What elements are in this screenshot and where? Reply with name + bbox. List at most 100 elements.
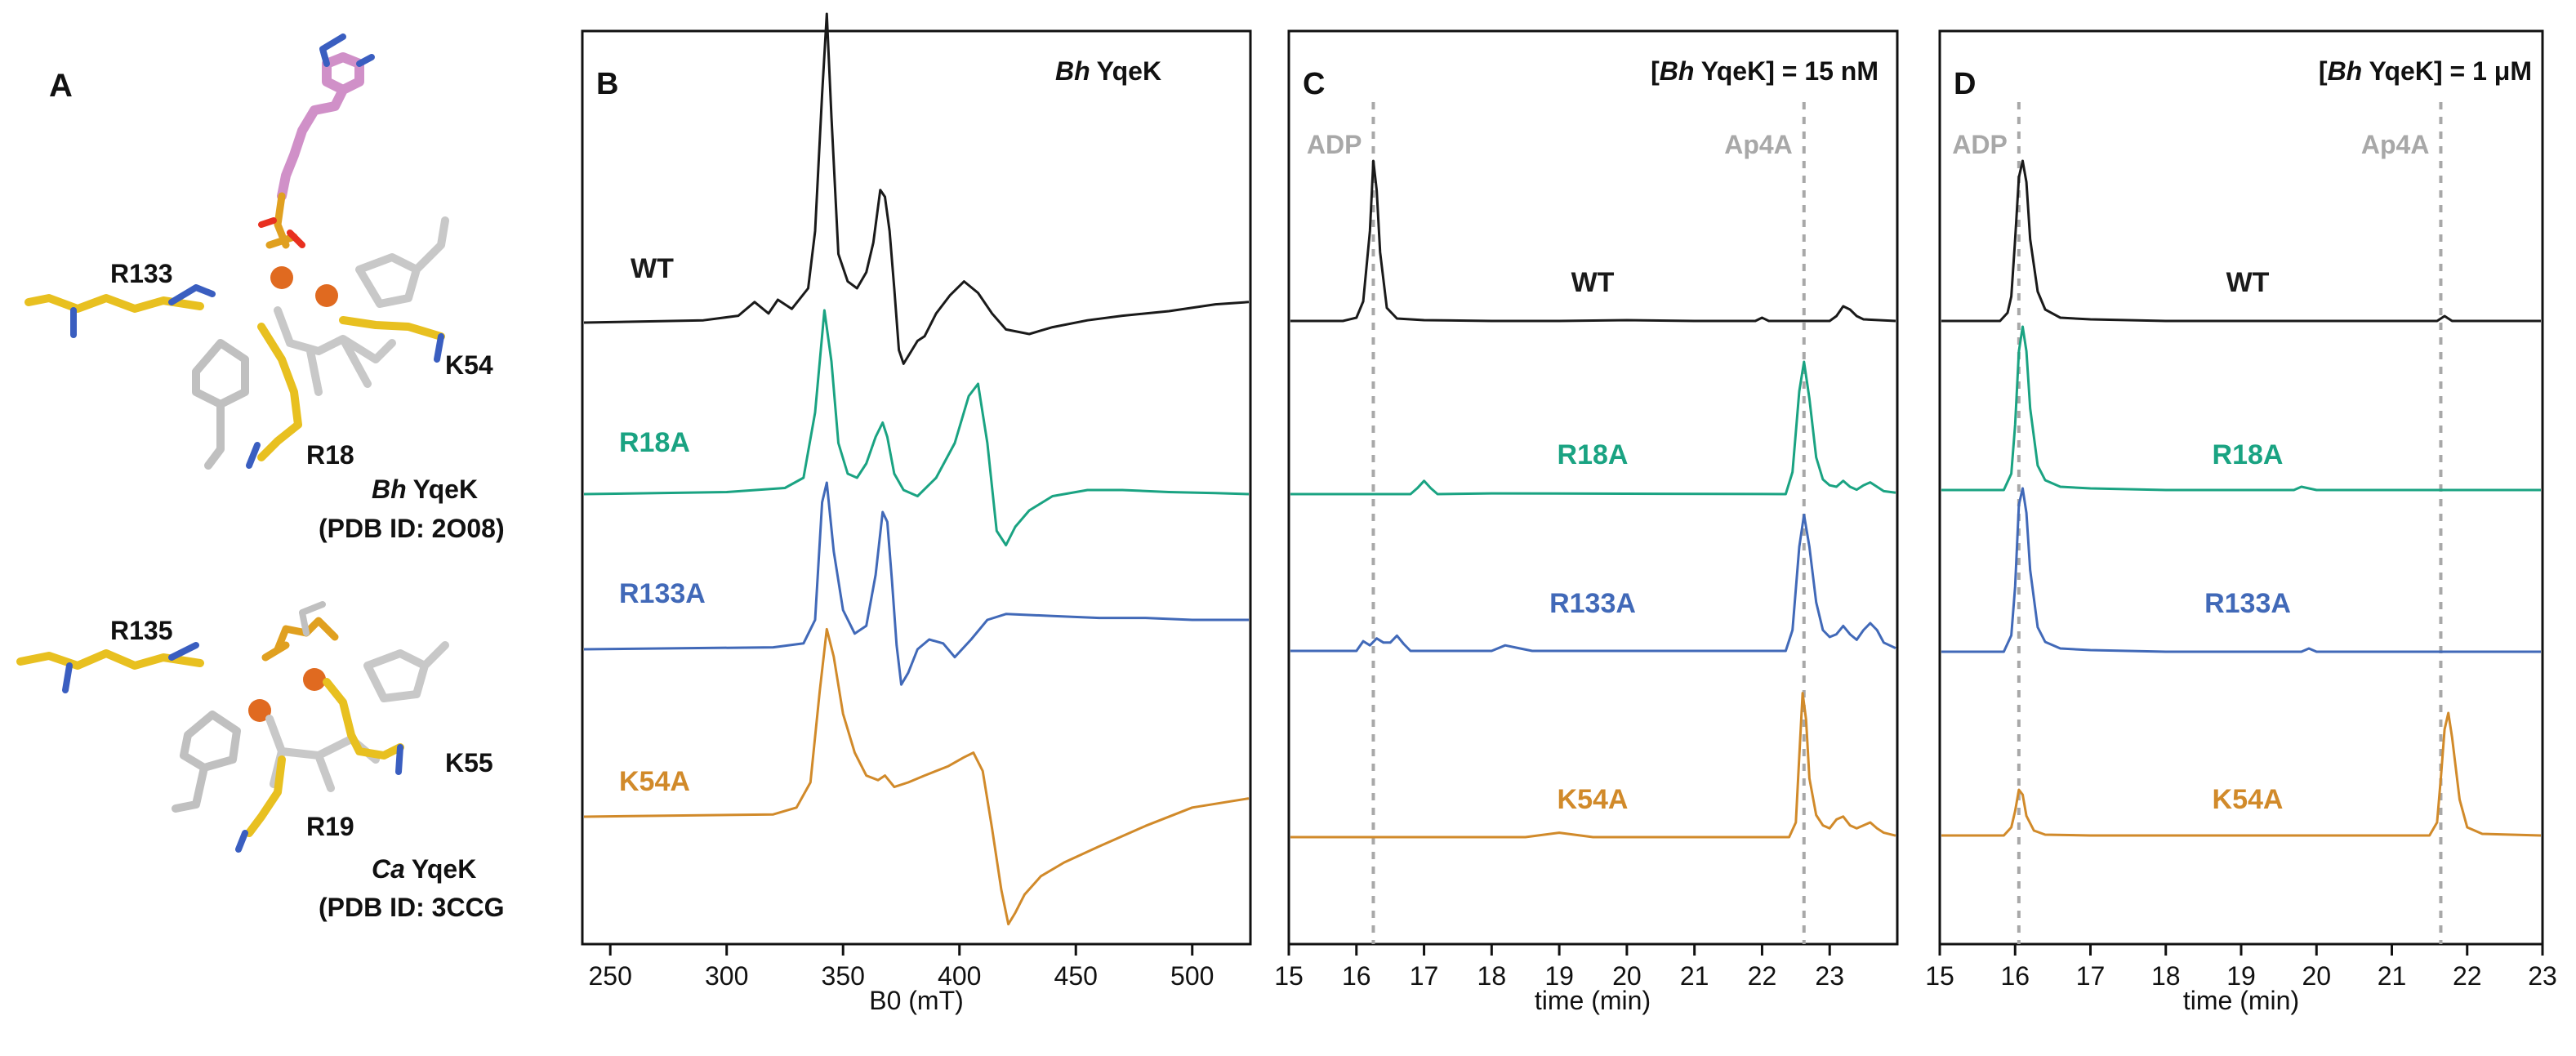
panel-c-title-rest: YqeK] = 15 nM — [1694, 56, 1879, 86]
x-tick-label: 22 — [2453, 961, 2482, 991]
series-line-r133a — [1941, 487, 2541, 653]
series-line-r133a — [583, 481, 1249, 686]
marker-label-adp: ADP — [1952, 130, 2008, 159]
bh-yqek-structure-illustration — [25, 33, 449, 470]
x-tick-label: 400 — [938, 961, 981, 991]
panel-d-series-group — [1941, 159, 2542, 837]
ca-residue-label: R19 — [306, 812, 354, 841]
series-line-wt — [583, 12, 1250, 365]
series-label-wt: WT — [631, 253, 674, 284]
panel-b-series-group — [583, 12, 1250, 926]
panel-b-epr-spectra: B Bh YqeK 250 300 350 400 450 500 B0 (mT) WT R… — [581, 12, 1252, 1015]
panel-d-title-open: [ — [2319, 56, 2328, 86]
panel-b-title-species: Bh — [1055, 56, 1090, 86]
marker-label-ap4a: Ap4A — [1724, 130, 1793, 159]
x-tick-label: 18 — [1477, 961, 1507, 991]
bh-protein-name: YqeK — [413, 475, 478, 504]
x-tick-label: 16 — [2000, 961, 2030, 991]
panel-b-label: B — [596, 67, 618, 101]
panel-d-x-axis: 15 16 17 18 19 20 21 22 23 — [1925, 944, 2557, 991]
panel-d-label: D — [1954, 67, 1976, 101]
x-tick-label: 17 — [1410, 961, 1439, 991]
x-tick-label: 22 — [1748, 961, 1777, 991]
panel-c-marker-lines: ADP Ap4A — [1307, 102, 1806, 944]
series-line-r18a — [583, 309, 1250, 546]
series-line-r18a — [1941, 325, 2541, 492]
panel-c-frame — [1287, 29, 1899, 946]
x-tick-label: 21 — [2378, 961, 2407, 991]
x-tick-label: 350 — [822, 961, 865, 991]
panel-d-marker-lines: ADP Ap4A — [1952, 102, 2443, 944]
panel-c-x-axis: 15 16 17 18 19 20 21 22 23 — [1274, 944, 1844, 991]
bh-pdb-id: (PDB ID: 2O08) — [319, 514, 505, 543]
panel-c-title-open: [ — [1651, 56, 1660, 86]
ca-protein-name: YqeK — [412, 854, 476, 884]
marker-label-ap4a: Ap4A — [2361, 130, 2430, 159]
ca-species-name: Ca — [372, 854, 405, 884]
series-label-r133a: R133A — [1549, 588, 1636, 619]
x-tick-label: 21 — [1680, 961, 1709, 991]
panel-b-x-axis-label: B0 (mT) — [869, 986, 964, 1015]
series-label-r18a: R18A — [2213, 439, 2284, 470]
panel-d-x-axis-label: time (min) — [2183, 986, 2299, 1015]
x-tick-label: 15 — [1925, 961, 1954, 991]
panel-c-chromatograms: C [Bh YqeK] = 15 nM ADP Ap4A 15 16 17 18 19 20… — [1274, 29, 1899, 1015]
x-tick-label: 19 — [1544, 961, 1574, 991]
bh-species-name: Bh — [372, 475, 407, 504]
series-line-k54a — [583, 627, 1250, 926]
x-tick-label: 17 — [2076, 961, 2106, 991]
panel-c-x-axis-label: time (min) — [1535, 986, 1651, 1015]
panel-d-chromatograms: D [Bh YqeK] = 1 μM ADP Ap4A 15 16 17 18 19 20 2… — [1925, 29, 2557, 1015]
x-tick-label: 20 — [1612, 961, 1642, 991]
panel-c-title-species: Bh — [1660, 56, 1695, 86]
panel-a: A R133 K54 R18 Bh YqeK — [16, 33, 505, 922]
x-tick-label: 500 — [1170, 961, 1214, 991]
series-label-r18a: R18A — [619, 427, 690, 458]
x-tick-label: 23 — [1815, 961, 1844, 991]
x-tick-label: 450 — [1054, 961, 1098, 991]
series-line-wt — [1290, 159, 1896, 323]
panel-a-label: A — [49, 68, 73, 104]
series-label-r18a: R18A — [1558, 439, 1629, 470]
series-line-wt — [1941, 159, 2541, 323]
bh-residue-label: R18 — [306, 440, 354, 470]
x-tick-label: 250 — [589, 961, 632, 991]
series-line-k54a — [1290, 692, 1896, 839]
panel-b-x-axis: 250 300 350 400 450 500 — [589, 944, 1214, 991]
panel-d-title-rest: YqeK] = 1 μM — [2362, 56, 2532, 86]
x-tick-label: 16 — [1342, 961, 1371, 991]
panel-c-series-group — [1290, 159, 1896, 839]
panel-d-title-species: Bh — [2328, 56, 2363, 86]
x-tick-label: 300 — [705, 961, 748, 991]
x-tick-label: 15 — [1274, 961, 1304, 991]
series-label-r133a: R133A — [2204, 588, 2291, 619]
panel-b-title-protein: YqeK — [1097, 56, 1161, 86]
ca-residue-label: R135 — [110, 616, 173, 645]
series-line-k54a — [1941, 711, 2542, 837]
ca-residue-label: K55 — [445, 748, 493, 778]
panel-d-title: [Bh YqeK] = 1 μM — [2319, 56, 2532, 86]
x-tick-label: 19 — [2226, 961, 2256, 991]
bh-species-label: Bh YqeK — [372, 475, 478, 504]
panel-b-frame — [581, 29, 1252, 946]
series-label-wt: WT — [1571, 267, 1615, 298]
x-tick-label: 23 — [2528, 961, 2557, 991]
series-label-k54a: K54A — [2213, 784, 2284, 815]
series-line-r18a — [1290, 360, 1896, 496]
series-label-wt: WT — [2226, 267, 2270, 298]
ca-pdb-id: (PDB ID: 3CCG — [319, 893, 505, 922]
panel-c-title: [Bh YqeK] = 15 nM — [1651, 56, 1879, 86]
ca-species-label: Ca YqeK — [372, 854, 476, 884]
series-line-r133a — [1290, 513, 1896, 653]
panel-c-label: C — [1303, 67, 1325, 101]
ca-yqek-structure-illustration — [16, 601, 449, 853]
bh-residue-label: R133 — [110, 259, 173, 288]
bh-residue-label: K54 — [445, 350, 493, 380]
series-label-k54a: K54A — [1558, 784, 1629, 815]
panel-b-title: Bh YqeK — [1055, 56, 1161, 86]
series-label-r133a: R133A — [619, 578, 706, 609]
x-tick-label: 18 — [2151, 961, 2181, 991]
series-label-k54a: K54A — [619, 766, 690, 797]
marker-label-adp: ADP — [1307, 130, 1362, 159]
